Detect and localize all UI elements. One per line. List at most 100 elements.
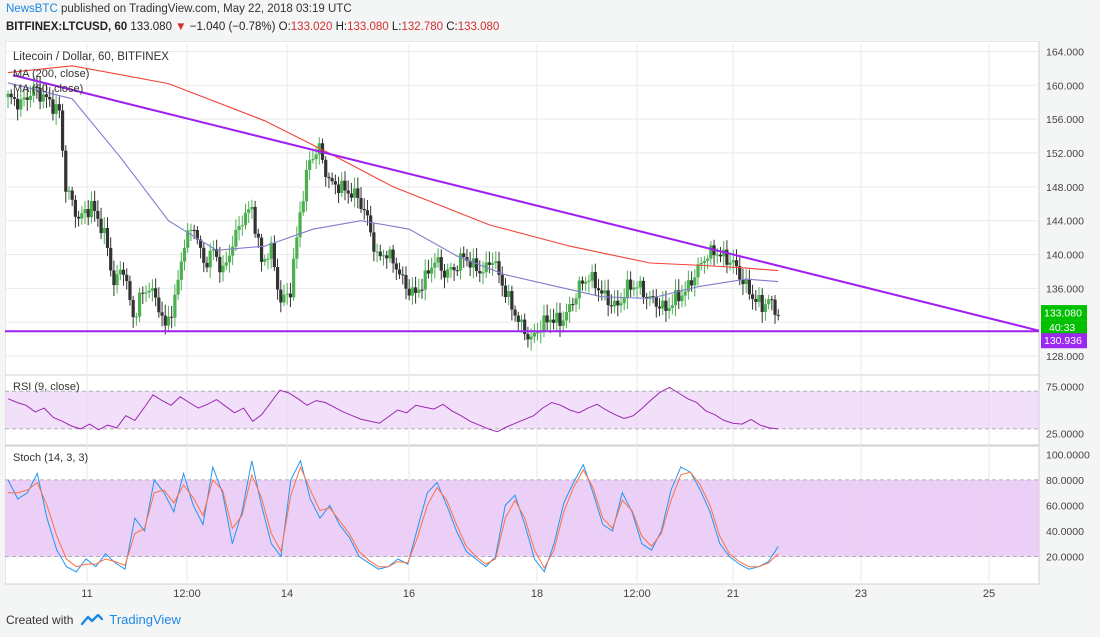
- candle-body: [487, 262, 492, 265]
- candle-body: [388, 249, 392, 259]
- candle-body: [327, 176, 331, 179]
- y-tick-label: 160.000: [1046, 80, 1084, 92]
- candle-body: [497, 261, 501, 275]
- candle-body: [121, 269, 126, 275]
- candle-body: [385, 255, 389, 259]
- candle-body: [545, 315, 549, 323]
- candle-body: [407, 288, 411, 296]
- indicator-legend: MA (200, close): [13, 68, 89, 80]
- candle-body: [462, 253, 466, 258]
- candle-body: [48, 97, 52, 100]
- tradingview-brand-label[interactable]: TradingView: [109, 612, 181, 627]
- last-price-value: 133.080: [1044, 308, 1082, 320]
- candle-body: [542, 315, 546, 331]
- x-tick-label: 25: [983, 588, 995, 600]
- candle-body: [638, 280, 642, 288]
- candle-body: [436, 257, 440, 263]
- candle-body: [397, 269, 402, 275]
- candle-body: [535, 332, 540, 334]
- candle-body: [279, 289, 283, 303]
- y-tick-label: 164.000: [1046, 46, 1084, 58]
- candle-body: [702, 260, 707, 263]
- candle-body: [179, 261, 183, 280]
- candle-body: [240, 225, 244, 227]
- publisher-name[interactable]: NewsBTC: [6, 3, 58, 15]
- candle-body: [147, 290, 151, 293]
- candle-body: [673, 290, 678, 306]
- candle-body: [9, 93, 13, 98]
- candle-body: [38, 87, 42, 102]
- stoch-tick-label: 80.0000: [1046, 475, 1084, 487]
- candle-body: [513, 309, 517, 316]
- candle-body: [6, 93, 10, 98]
- stoch-tick-label: 40.0000: [1046, 526, 1084, 538]
- candle-body: [423, 270, 427, 290]
- candle-body: [301, 201, 305, 213]
- symbol-label: BITFINEX:LTCUSD, 60: [6, 21, 128, 33]
- candle-body: [757, 294, 761, 302]
- candle-body: [648, 296, 652, 299]
- x-tick-label: 12:00: [173, 588, 201, 600]
- y-tick-label: 136.000: [1046, 283, 1084, 295]
- candle-body: [548, 319, 552, 323]
- y-tick-label: 152.000: [1046, 148, 1084, 160]
- chart-svg[interactable]: 11 12:00 14 16 18 12:00 21 23 25 164.000 160.000 15…: [4, 40, 1097, 604]
- candle-body: [629, 279, 633, 290]
- candle-body: [645, 297, 649, 299]
- candle-body: [754, 298, 758, 302]
- x-tick-label: 21: [727, 588, 739, 600]
- close-label: C:: [446, 21, 458, 33]
- candle-body: [247, 209, 251, 213]
- candle-body: [558, 312, 562, 326]
- candle-body: [632, 287, 636, 290]
- candle-body: [606, 290, 610, 306]
- candle-body: [189, 229, 193, 231]
- candle-body: [417, 289, 421, 293]
- change-arrow-icon: ▼: [175, 21, 187, 33]
- candle-body: [439, 257, 443, 271]
- stoch-tick-label: 100.0000: [1046, 449, 1090, 461]
- candle-body: [455, 270, 459, 272]
- chart-container[interactable]: 11 12:00 14 16 18 12:00 21 23 25 164.000 160.000 15…: [4, 40, 1097, 604]
- candle-body: [32, 86, 36, 96]
- candle-body: [154, 288, 158, 298]
- created-with-label: Created with: [6, 612, 74, 627]
- candle-body: [699, 262, 703, 265]
- last-price-label: 133.080: [130, 21, 172, 33]
- candle-body: [430, 267, 434, 274]
- stoch-tick-label: 60.0000: [1046, 500, 1084, 512]
- candle-body: [250, 206, 254, 210]
- candle-body: [381, 255, 386, 257]
- candle-body: [173, 294, 177, 318]
- candle-body: [282, 294, 286, 303]
- candle-body: [657, 306, 662, 309]
- candle-body: [285, 293, 289, 295]
- candle-body: [452, 267, 456, 271]
- candle-body: [686, 280, 690, 292]
- candle-body: [333, 181, 337, 185]
- candle-body: [272, 242, 276, 268]
- candle-body: [593, 272, 597, 289]
- candle-body: [503, 285, 508, 297]
- candle-body: [747, 279, 751, 295]
- candle-body: [77, 216, 81, 219]
- candle-body: [500, 274, 504, 286]
- candle-body: [770, 299, 774, 301]
- candle-body: [208, 250, 212, 268]
- candle-body: [519, 319, 524, 322]
- candle-body: [336, 184, 341, 194]
- candle-body: [89, 200, 94, 218]
- candle-body: [60, 110, 65, 151]
- descending-trendline: [12, 74, 1040, 332]
- candle-body: [420, 289, 424, 291]
- candle-body: [35, 86, 39, 88]
- candle-body: [465, 257, 469, 261]
- candle-body: [760, 294, 764, 312]
- x-tick-label: 12:00: [623, 588, 651, 600]
- candle-body: [231, 246, 235, 256]
- candle-body: [80, 213, 84, 219]
- candle-body: [612, 300, 617, 307]
- candle-body: [64, 150, 68, 192]
- candle-body: [474, 258, 479, 271]
- stoch-tick-label: 20.0000: [1046, 551, 1084, 563]
